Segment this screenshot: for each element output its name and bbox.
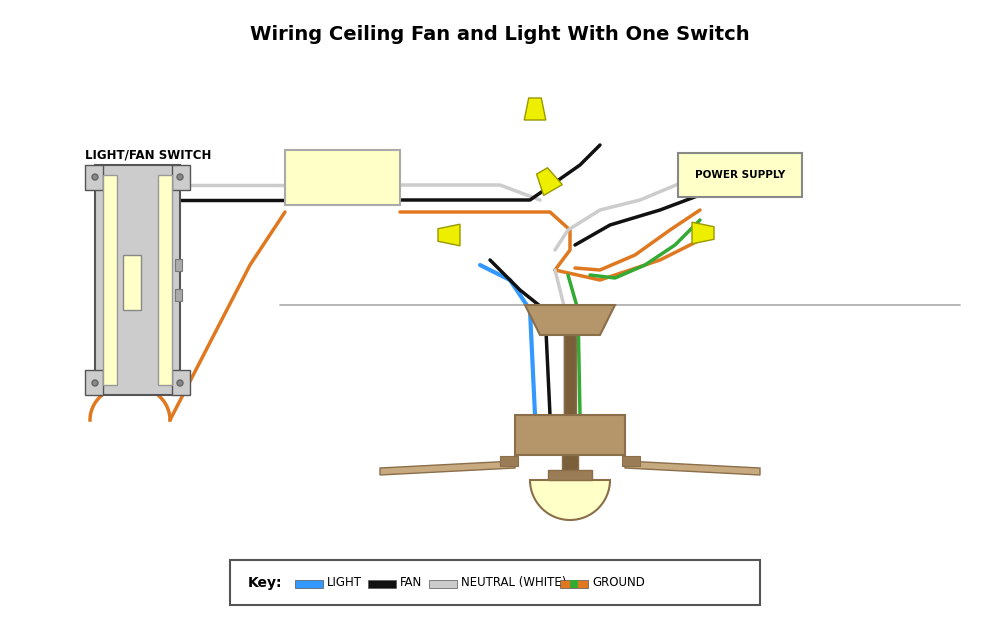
Polygon shape <box>438 224 460 246</box>
Text: Key:: Key: <box>248 576 283 589</box>
Bar <box>175 259 182 271</box>
Text: Wiring Ceiling Fan and Light With One Switch: Wiring Ceiling Fan and Light With One Sw… <box>250 26 750 44</box>
Polygon shape <box>524 98 546 120</box>
FancyBboxPatch shape <box>678 153 802 197</box>
Bar <box>85 370 103 395</box>
Text: LIGHT/FAN SWITCH: LIGHT/FAN SWITCH <box>85 149 211 161</box>
Circle shape <box>178 381 182 384</box>
Text: FAN: FAN <box>400 576 422 589</box>
Text: POWER SUPPLY: POWER SUPPLY <box>695 170 785 180</box>
Text: LIGHT: LIGHT <box>327 576 362 589</box>
Circle shape <box>134 277 140 283</box>
Bar <box>230 560 760 605</box>
Bar <box>515 415 625 455</box>
Circle shape <box>177 174 183 180</box>
Bar <box>95 165 180 395</box>
Bar <box>85 165 103 190</box>
Circle shape <box>177 380 183 386</box>
Bar <box>175 289 182 301</box>
Polygon shape <box>537 168 562 196</box>
Bar <box>548 470 592 480</box>
Bar <box>295 579 323 587</box>
Bar <box>500 456 518 466</box>
Circle shape <box>92 174 98 180</box>
Bar <box>285 150 400 205</box>
Text: NEUTRAL (WHITE): NEUTRAL (WHITE) <box>461 576 567 589</box>
Bar <box>564 335 576 415</box>
Circle shape <box>94 381 96 384</box>
Bar <box>172 370 190 395</box>
Bar <box>570 579 578 587</box>
Bar <box>560 579 588 587</box>
Bar <box>103 175 117 385</box>
Bar <box>172 165 190 190</box>
Circle shape <box>94 176 96 179</box>
Bar <box>368 579 396 587</box>
Bar <box>158 175 172 385</box>
Polygon shape <box>380 461 515 475</box>
Polygon shape <box>525 305 615 335</box>
Bar <box>562 455 578 470</box>
Circle shape <box>92 380 98 386</box>
Bar <box>622 456 640 466</box>
Polygon shape <box>625 461 760 475</box>
Wedge shape <box>530 480 610 520</box>
Circle shape <box>178 176 182 179</box>
Text: GROUND: GROUND <box>592 576 645 589</box>
Bar <box>429 579 457 587</box>
Polygon shape <box>692 222 714 244</box>
Bar <box>123 255 141 310</box>
